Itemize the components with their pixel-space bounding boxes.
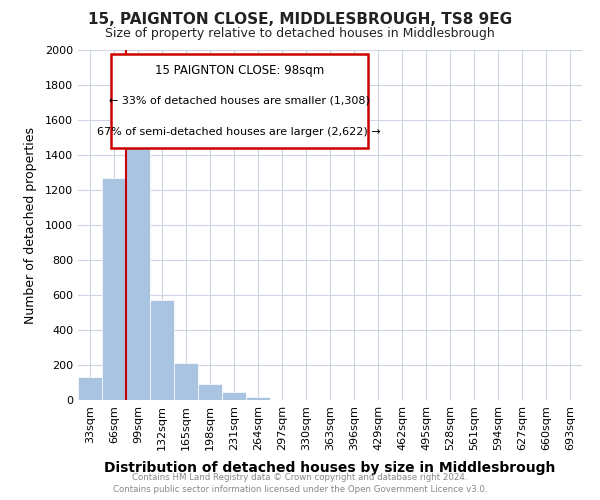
FancyBboxPatch shape [111, 54, 368, 148]
Bar [126, 125, 150, 400]
Bar [174, 363, 198, 400]
Y-axis label: Number of detached properties: Number of detached properties [23, 126, 37, 324]
Text: 15, PAIGNTON CLOSE, MIDDLESBROUGH, TS8 9EG: 15, PAIGNTON CLOSE, MIDDLESBROUGH, TS8 9… [88, 12, 512, 28]
Text: 67% of semi-detached houses are larger (2,622) →: 67% of semi-detached houses are larger (… [97, 127, 381, 137]
Bar [102, 178, 126, 400]
Text: Contains HM Land Registry data © Crown copyright and database right 2024.
Contai: Contains HM Land Registry data © Crown c… [113, 472, 487, 494]
Text: ← 33% of detached houses are smaller (1,308): ← 33% of detached houses are smaller (1,… [109, 96, 370, 106]
Bar [246, 396, 270, 400]
Bar [78, 377, 102, 400]
Bar [150, 300, 174, 400]
Text: Size of property relative to detached houses in Middlesbrough: Size of property relative to detached ho… [105, 28, 495, 40]
Bar [222, 392, 246, 400]
Text: 15 PAIGNTON CLOSE: 98sqm: 15 PAIGNTON CLOSE: 98sqm [155, 64, 324, 77]
Bar [198, 384, 222, 400]
X-axis label: Distribution of detached houses by size in Middlesbrough: Distribution of detached houses by size … [104, 461, 556, 475]
